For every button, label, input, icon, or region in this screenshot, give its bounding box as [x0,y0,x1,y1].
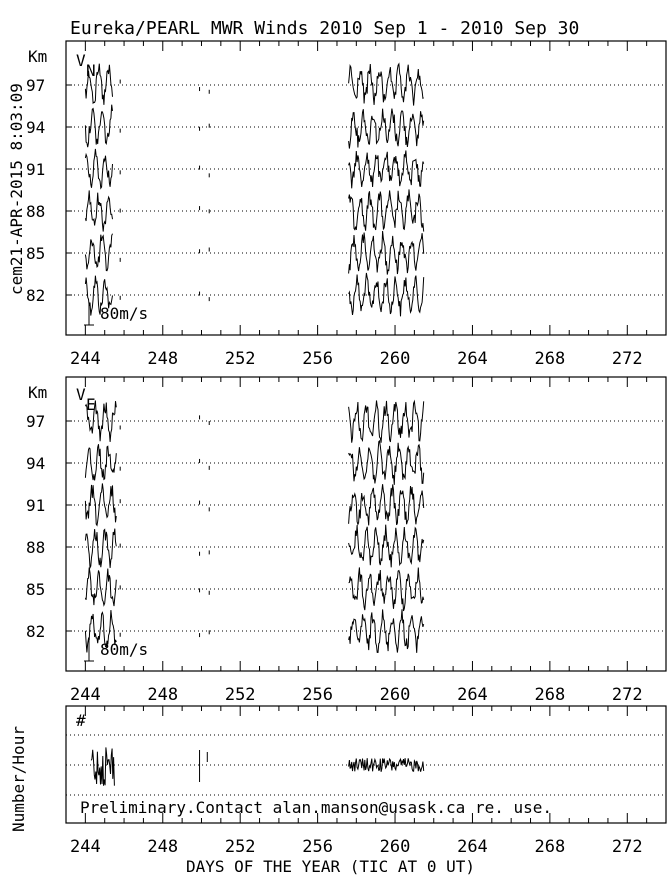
panel-ve-component-label: V [76,385,86,404]
wind-trace [348,62,424,106]
altitude-tick-label: 94 [26,118,45,137]
x-tick-label: 248 [147,685,178,705]
wind-trace [348,150,425,189]
panel-vn-scale-label: 80m/s [100,304,148,323]
x-tick-label: 248 [147,837,178,857]
x-tick-label: 264 [457,349,488,369]
panel-ve-frame [65,376,667,672]
x-tick-label: 252 [225,685,256,705]
altitude-tick-label: 91 [26,496,45,515]
x-tick-label: 252 [225,349,256,369]
panel-vn-component-sub: N [86,61,96,80]
panel-vn-frame [65,40,667,336]
x-tick-label: 244 [70,685,101,705]
x-tick-label: 256 [302,685,333,705]
wind-trace [348,439,425,485]
x-tick-label: 260 [380,685,411,705]
wind-trace [84,104,113,148]
x-tick-label: 248 [147,349,178,369]
x-tick-label: 272 [612,685,643,705]
wind-trace [84,63,113,105]
panel-vn: Km V N 80m/s 82 85 88 91 94 97 244 248 252 256 26… [26,40,667,369]
panel-count-ylabel: Number/Hour [9,726,28,832]
wind-trace [348,524,425,568]
x-tick-label: 272 [612,349,643,369]
wind-trace [84,483,117,527]
wind-trace [348,230,425,275]
altitude-tick-label: 88 [26,202,45,221]
wind-trace [348,609,425,654]
wind-trace [84,148,113,190]
wind-trace [348,484,425,526]
panel-vn-component-label: V [76,51,86,70]
wind-trace [84,528,117,570]
panel-ve-unit-label: Km [28,383,47,402]
altitude-tick-label: 97 [26,412,45,431]
chart-title: Eureka/PEARL MWR Winds 2010 Sep 1 - 2010… [70,18,579,39]
count-trace [90,747,115,786]
wind-trace [84,400,117,442]
wind-trace [348,272,425,317]
altitude-tick-label: 97 [26,76,45,95]
wind-trace [348,567,425,612]
count-trace [348,757,425,772]
wind-trace [348,189,425,232]
altitude-tick-label: 82 [26,286,45,305]
x-tick-label: 260 [380,837,411,857]
wind-trace [84,233,113,272]
side-label: cem21-APR-2015 8:03:09 [7,83,26,295]
x-tick-label: 256 [302,837,333,857]
wind-trace [84,444,117,481]
wind-trace [84,567,117,607]
wind-trace [348,399,425,443]
altitude-tick-label: 91 [26,160,45,179]
wind-trace [84,190,113,232]
wind-trace [348,108,425,149]
altitude-tick-label: 85 [26,580,45,599]
wind-trace [84,610,117,653]
x-tick-label: 268 [535,685,566,705]
footer-note: Preliminary.Contact alan.manson@usask.ca… [80,798,552,817]
x-tick-label: 244 [70,349,101,369]
panel-ve-scale-label: 80m/s [100,640,148,659]
panel-ve: Km V E 80m/s 82 85 88 91 94 97 244 248 252 256 26… [26,376,667,705]
x-tick-label: 252 [225,837,256,857]
x-tick-label: 260 [380,349,411,369]
x-tick-label: 268 [535,837,566,857]
x-tick-label: 256 [302,349,333,369]
altitude-tick-label: 94 [26,454,45,473]
panel-ve-component-sub: E [86,395,96,414]
altitude-tick-label: 85 [26,244,45,263]
altitude-tick-label: 88 [26,538,45,557]
x-tick-label: 264 [457,685,488,705]
panel-vn-unit-label: Km [28,47,47,66]
panel-count-marker: # [76,711,86,730]
panel-count: # Number/Hour Preliminary.Contact alan.m… [9,705,667,857]
x-tick-label: 272 [612,837,643,857]
x-tick-label: 264 [457,837,488,857]
wind-trace [84,275,113,316]
x-axis-label: DAYS OF THE YEAR (TIC AT 0 UT) [186,857,475,876]
altitude-tick-label: 82 [26,622,45,641]
x-tick-label: 268 [535,349,566,369]
x-tick-label: 244 [70,837,101,857]
